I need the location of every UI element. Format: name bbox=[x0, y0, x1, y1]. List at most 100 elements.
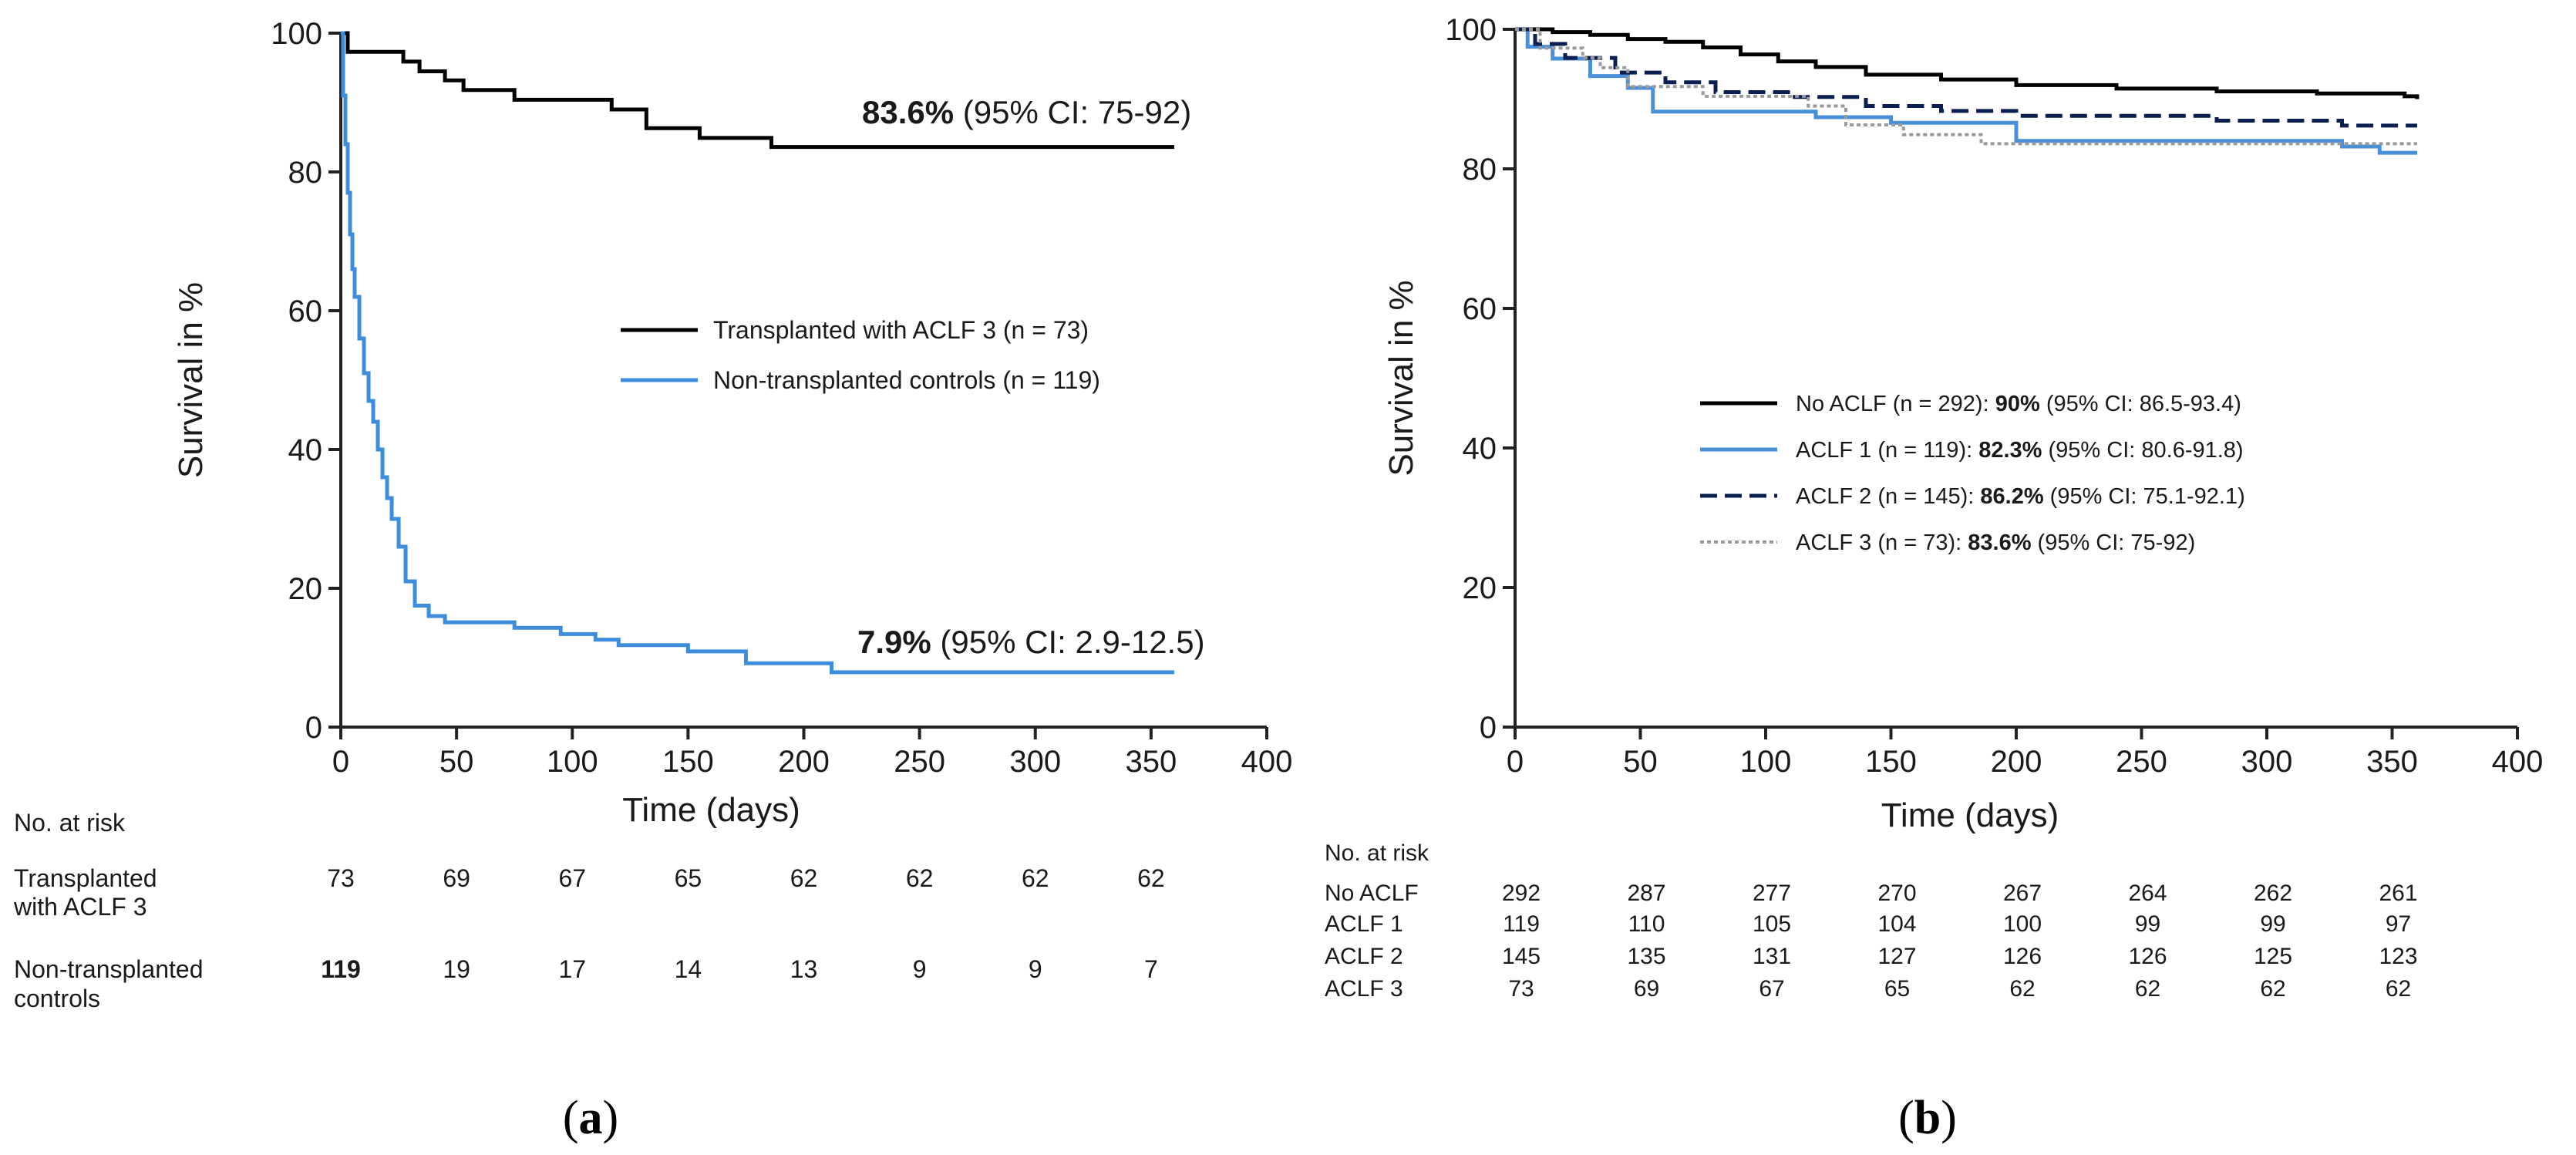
risk-value: 62 bbox=[2135, 976, 2160, 1002]
risk-value: 287 bbox=[1627, 881, 1665, 906]
legend-label: Non-transplanted controls (n = 119) bbox=[713, 366, 1100, 394]
series-line-aclf-2 bbox=[1515, 27, 2417, 128]
risk-value: 125 bbox=[2254, 944, 2292, 969]
y-tick-label: 100 bbox=[271, 17, 322, 51]
legend-label: ACLF 3 (n = 73): 83.6% (95% CI: 75-92) bbox=[1796, 530, 2195, 555]
x-tick-label: 350 bbox=[1126, 745, 1177, 779]
risk-value: 135 bbox=[1627, 944, 1665, 969]
series-line-aclf-3 bbox=[1515, 28, 2417, 146]
y-tick-label: 0 bbox=[305, 711, 322, 745]
panel-a: 0 50 100 150 200 250 300 350 400 0 20 40 60 80 100 Time… bbox=[13, 17, 1292, 1144]
risk-value: 105 bbox=[1753, 911, 1791, 937]
risk-value: 261 bbox=[2379, 881, 2417, 906]
risk-row-label: ACLF 1 bbox=[1325, 911, 1403, 937]
panel-caption: (b) bbox=[1898, 1092, 1957, 1144]
x-tick-label: 200 bbox=[778, 745, 830, 779]
risk-value: 277 bbox=[1753, 881, 1791, 906]
x-tick-label: 200 bbox=[1991, 745, 2042, 779]
series-end-label: 7.9% (95% CI: 2.9-12.5) bbox=[857, 624, 1205, 660]
risk-value: 14 bbox=[675, 955, 702, 983]
risk-value: 126 bbox=[2003, 944, 2042, 969]
y-axis-label: Survival in % bbox=[1382, 280, 1420, 476]
risk-value: 62 bbox=[1137, 864, 1165, 892]
risk-value: 62 bbox=[906, 864, 934, 892]
risk-row-label: ACLF 3 bbox=[1325, 976, 1403, 1002]
risk-value: 17 bbox=[558, 955, 586, 983]
risk-value: 65 bbox=[1884, 976, 1910, 1002]
risk-row-label: Transplanted bbox=[14, 864, 157, 892]
x-tick-label: 150 bbox=[1865, 745, 1917, 779]
risk-value: 131 bbox=[1753, 944, 1791, 969]
risk-value: 69 bbox=[1634, 976, 1659, 1002]
risk-value: 100 bbox=[2003, 911, 2042, 937]
risk-table-title: No. at risk bbox=[1325, 840, 1429, 866]
risk-value: 73 bbox=[1508, 976, 1534, 1002]
x-tick-label: 250 bbox=[894, 745, 945, 779]
x-tick-label: 300 bbox=[2241, 745, 2293, 779]
risk-value: 62 bbox=[790, 864, 818, 892]
x-tick-label: 400 bbox=[1241, 745, 1293, 779]
x-tick-label: 400 bbox=[2492, 745, 2544, 779]
panel-b: 0 50 100 150 200 250 300 350 400 0 20 40 60 80 100 Time… bbox=[1325, 13, 2543, 1144]
risk-value: 270 bbox=[1877, 881, 1916, 906]
x-tick-label: 50 bbox=[1623, 745, 1658, 779]
series-line-no-aclf bbox=[1515, 27, 2419, 99]
y-tick-label: 20 bbox=[1463, 571, 1497, 605]
risk-value: 104 bbox=[1877, 911, 1916, 937]
x-tick-label: 0 bbox=[332, 745, 349, 779]
x-tick-label: 0 bbox=[1507, 745, 1524, 779]
y-tick-label: 80 bbox=[288, 156, 323, 190]
risk-value: 62 bbox=[2009, 976, 2035, 1002]
risk-value: 267 bbox=[2003, 881, 2042, 906]
y-tick-label: 100 bbox=[1445, 13, 1497, 47]
risk-value: 262 bbox=[2254, 881, 2292, 906]
legend-label: Transplanted with ACLF 3 (n = 73) bbox=[713, 316, 1089, 344]
x-tick-label: 300 bbox=[1009, 745, 1061, 779]
y-tick-label: 0 bbox=[1480, 711, 1497, 745]
risk-value: 119 bbox=[321, 955, 361, 983]
risk-value: 65 bbox=[675, 864, 702, 892]
risk-value: 99 bbox=[2260, 911, 2285, 937]
panel-caption: (a) bbox=[563, 1092, 618, 1144]
x-tick-label: 50 bbox=[439, 745, 474, 779]
y-axis-label: Survival in % bbox=[172, 282, 210, 478]
series-line-transplanted-with-aclf-3-n-73- bbox=[341, 31, 1174, 150]
risk-value: 127 bbox=[1877, 944, 1916, 969]
y-tick-label: 80 bbox=[1463, 153, 1497, 187]
risk-row-label: controls bbox=[14, 985, 100, 1012]
risk-value: 19 bbox=[443, 955, 470, 983]
risk-value: 13 bbox=[790, 955, 818, 983]
risk-value: 145 bbox=[1502, 944, 1541, 969]
risk-value: 7 bbox=[1144, 955, 1158, 983]
risk-value: 110 bbox=[1628, 911, 1665, 937]
risk-value: 62 bbox=[2386, 976, 2411, 1002]
risk-value: 62 bbox=[1022, 864, 1049, 892]
risk-value: 292 bbox=[1502, 881, 1541, 906]
x-tick-label: 100 bbox=[547, 745, 598, 779]
risk-row-label: Non-transplanted bbox=[14, 955, 203, 983]
y-tick-label: 20 bbox=[288, 572, 323, 606]
risk-value: 62 bbox=[2260, 976, 2285, 1002]
risk-value: 69 bbox=[443, 864, 470, 892]
risk-value: 97 bbox=[2386, 911, 2411, 937]
y-tick-label: 60 bbox=[1463, 292, 1497, 326]
risk-value: 264 bbox=[2128, 881, 2167, 906]
risk-row-label: with ACLF 3 bbox=[13, 893, 147, 921]
legend-label: ACLF 1 (n = 119): 82.3% (95% CI: 80.6-91… bbox=[1796, 438, 2244, 463]
y-tick-label: 40 bbox=[1463, 432, 1497, 466]
risk-row-label: ACLF 2 bbox=[1325, 944, 1403, 969]
legend-label: No ACLF (n = 292): 90% (95% CI: 86.5-93.… bbox=[1796, 392, 2241, 416]
risk-row-label: No ACLF bbox=[1325, 881, 1419, 906]
risk-value: 67 bbox=[558, 864, 586, 892]
x-tick-label: 100 bbox=[1740, 745, 1792, 779]
risk-value: 126 bbox=[2128, 944, 2167, 969]
risk-value: 123 bbox=[2379, 944, 2417, 969]
x-tick-label: 150 bbox=[662, 745, 714, 779]
risk-value: 9 bbox=[913, 955, 927, 983]
series-line-aclf-1 bbox=[1515, 27, 2417, 155]
risk-value: 119 bbox=[1503, 911, 1540, 937]
x-axis-label: Time (days) bbox=[622, 791, 800, 829]
y-tick-label: 60 bbox=[288, 295, 323, 328]
risk-table-title: No. at risk bbox=[14, 809, 126, 837]
